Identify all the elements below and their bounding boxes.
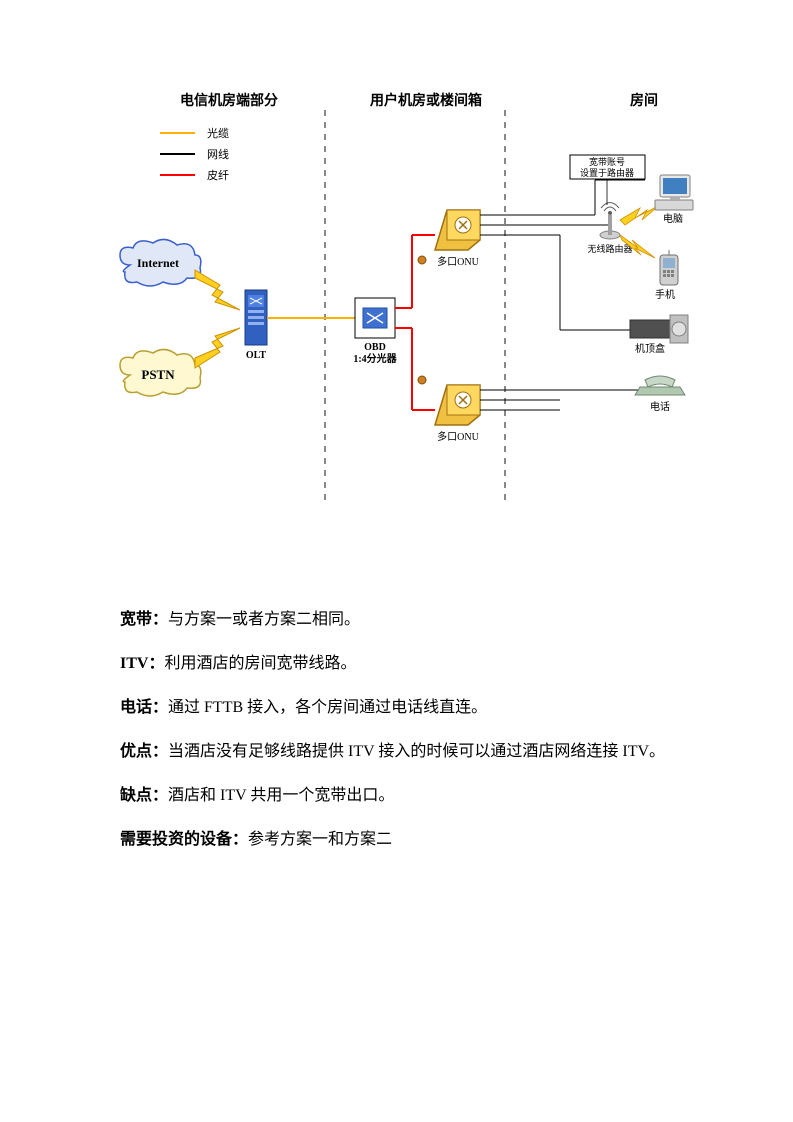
line4-label: 优点： [120, 743, 168, 760]
onu-bottom-icon [435, 385, 480, 425]
line4-text: 当酒店没有足够线路提供 ITV 接入的时候可以通过酒店网络连接 ITV。 [168, 743, 665, 760]
obd-label: OBD [364, 342, 386, 353]
svg-text:宽带账号: 宽带账号 [589, 156, 625, 167]
diagram-svg: Internet PSTN OLT OBD 1:4分光 [100, 80, 700, 520]
telephone-label: 电话 [650, 400, 670, 413]
description-text: 宽带：与方案一或者方案二相同。 ITV：利用酒店的房间宽带线路。 电话：通过 F… [120, 600, 680, 864]
onu-bottom-label: 多口ONU [437, 430, 479, 443]
onu-top-icon [435, 210, 480, 250]
router-icon [600, 203, 620, 240]
stb-icon [630, 315, 688, 343]
obd-icon [355, 298, 395, 338]
obd-sublabel: 1:4分光器 [353, 352, 397, 365]
olt-label: OLT [246, 350, 267, 361]
stb-label: 机顶盒 [635, 342, 665, 355]
line1-text: 与方案一或者方案二相同。 [168, 611, 360, 628]
router-label: 无线路由器 [587, 243, 632, 254]
line3-label: 电话： [120, 699, 168, 716]
olt-icon [245, 290, 267, 345]
internet-cloud-label: Internet [137, 256, 179, 270]
line2-label: ITV： [120, 655, 164, 672]
line3-text: 通过 FTTB 接入，各个房间通过电话线直连。 [168, 699, 487, 716]
line2-text: 利用酒店的房间宽带线路。 [164, 655, 356, 672]
line5-text: 酒店和 ITV 共用一个宽带出口。 [168, 787, 394, 804]
computer-label: 电脑 [663, 212, 683, 225]
computer-icon [655, 175, 693, 210]
note-box: 宽带账号 设置于路由器 [570, 155, 645, 179]
onu-top-label: 多口ONU [437, 255, 479, 268]
line6-label: 需要投资的设备： [120, 831, 248, 848]
line5-label: 缺点： [120, 787, 168, 804]
phone-icon [660, 250, 678, 285]
svg-text:设置于路由器: 设置于路由器 [580, 167, 634, 178]
network-diagram: 电信机房端部分 用户机房或楼间箱 房间 光缆 网线 皮纤 Internet PS… [100, 80, 700, 520]
line1-label: 宽带： [120, 611, 168, 628]
phone-label: 手机 [655, 288, 675, 301]
pstn-cloud-label: PSTN [141, 367, 175, 382]
line6-text: 参考方案一和方案二 [248, 831, 392, 848]
telephone-icon [635, 376, 685, 395]
